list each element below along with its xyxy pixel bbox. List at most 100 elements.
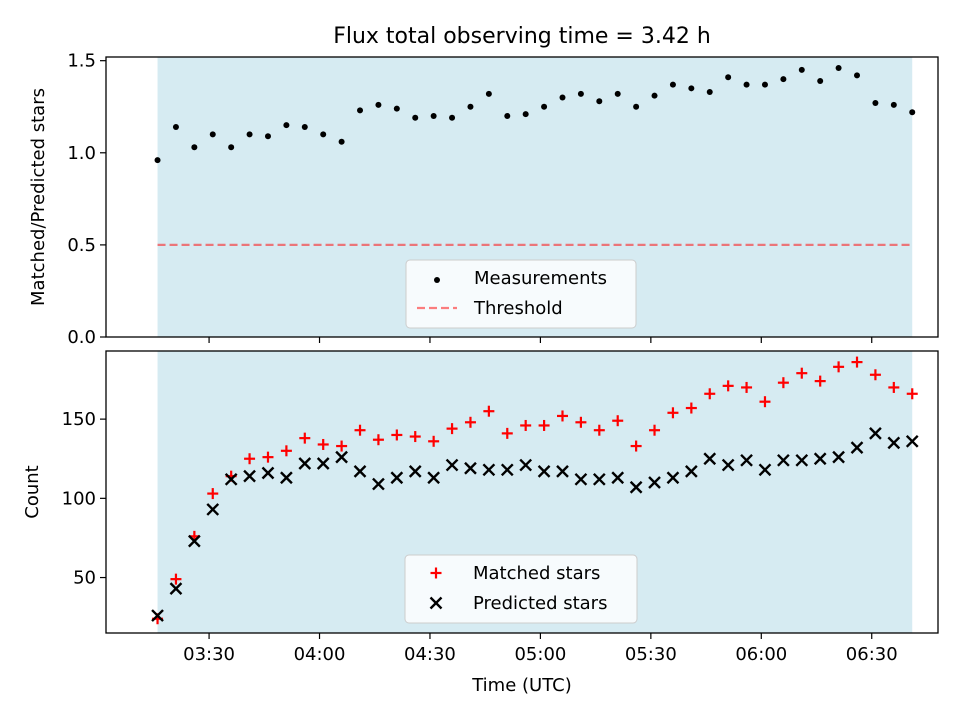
matched-star-marker	[685, 402, 697, 414]
matched-star-marker	[888, 381, 900, 393]
predicted-star-marker	[592, 472, 606, 486]
measurement-point	[375, 101, 382, 108]
predicted-x-b	[629, 480, 643, 494]
measurement-point	[577, 90, 584, 97]
matched-star-marker	[428, 435, 440, 447]
legend-measurement-marker	[434, 277, 440, 283]
x-tick-label: 06:30	[846, 644, 898, 665]
predicted-star-marker	[353, 465, 367, 478]
predicted-star-marker	[556, 465, 569, 478]
measurement-point	[633, 103, 640, 110]
measurement-point	[191, 144, 198, 151]
predicted-x-b	[887, 436, 901, 450]
predicted-x-b	[464, 461, 477, 475]
measurement-point	[651, 92, 658, 99]
legend-box	[405, 259, 637, 329]
matched-star-marker	[262, 451, 274, 463]
predicted-star-marker	[464, 461, 477, 475]
predicted-x-b	[850, 441, 864, 454]
predicted-star-marker	[298, 457, 312, 470]
measurement-point	[357, 107, 364, 114]
predicted-star-marker	[169, 582, 183, 595]
predicted-star-marker	[261, 466, 275, 480]
measurement-point	[522, 111, 529, 118]
predicted-star-marker	[850, 441, 864, 454]
measurement-point	[172, 124, 179, 130]
predicted-x-b	[648, 476, 661, 489]
predicted-x-b	[740, 453, 753, 467]
matched-star-marker	[391, 429, 403, 441]
matched-star-marker	[833, 361, 845, 373]
measurement-point	[338, 138, 345, 145]
predicted-star-marker	[611, 471, 625, 485]
predicted-star-marker	[869, 427, 882, 440]
predicted-star-marker	[188, 534, 201, 548]
predicted-star-marker	[758, 463, 772, 477]
predicted-star-marker	[777, 453, 790, 467]
measurement-point	[725, 74, 732, 81]
matched-star-marker	[851, 356, 863, 368]
predicted-star-marker	[445, 458, 459, 472]
predicted-x-b	[592, 472, 606, 486]
matched-star-marker	[170, 573, 182, 585]
matched-star-marker	[741, 381, 753, 393]
measurement-point	[430, 112, 437, 119]
predicted-x-b	[298, 457, 312, 470]
predicted-x-b	[832, 450, 845, 464]
predicted-x-b	[151, 609, 164, 622]
predicted-x-b	[243, 469, 256, 483]
predicted-x-b	[611, 471, 625, 485]
measurement-point	[614, 90, 621, 97]
y-tick-label: 0.0	[67, 327, 96, 348]
predicted-star-marker	[316, 457, 330, 470]
legend-box	[404, 554, 638, 624]
legend-entry-label: Matched stars	[473, 563, 600, 584]
matched-star-marker	[906, 388, 918, 400]
measurement-point	[301, 124, 308, 130]
measurement-point	[264, 133, 271, 140]
measurement-point	[835, 65, 842, 72]
predicted-star-marker	[206, 503, 220, 516]
measurement-point	[688, 85, 695, 92]
predicted-star-marker	[280, 471, 293, 485]
matched-star-marker	[446, 423, 458, 435]
predicted-x-b	[408, 465, 422, 478]
predicted-star-marker	[500, 463, 514, 477]
predicted-star-marker	[905, 434, 919, 448]
matched-star-marker	[630, 440, 642, 452]
bottom-panel: 03:30 04:00 04:30 05:00 05:30 06:00 06:30 50 100…	[62, 350, 939, 665]
matched-star-marker	[593, 424, 605, 436]
legend-predicted-marker-b	[429, 596, 443, 610]
matched-star-marker	[317, 438, 329, 450]
measurement-point	[890, 101, 897, 108]
predicted-star-marker	[224, 472, 238, 486]
matched-star-marker	[759, 396, 771, 408]
top-y-axis-label: Matched/Predicted stars	[28, 88, 49, 306]
predicted-x-b	[280, 471, 293, 485]
y-tick-label: 0.5	[67, 235, 96, 256]
predicted-x-b	[556, 465, 569, 478]
predicted-x-b	[813, 452, 827, 466]
matched-star-marker	[704, 388, 716, 400]
matched-star-marker	[207, 488, 219, 500]
predicted-star-marker	[887, 436, 901, 450]
predicted-star-marker	[648, 476, 661, 489]
predicted-x-b	[482, 463, 496, 477]
predicted-x-b	[905, 434, 919, 448]
matched-star-marker	[483, 405, 495, 417]
predicted-star-marker	[832, 450, 845, 464]
matched-star-marker	[372, 434, 384, 446]
predicted-x-b	[372, 477, 385, 491]
predicted-x-b	[206, 503, 220, 516]
measurement-point	[467, 103, 474, 110]
predicted-star-marker	[151, 609, 164, 622]
legend-entry-label: Threshold	[473, 298, 563, 319]
predicted-star-marker	[684, 465, 698, 478]
matched-star-marker	[796, 367, 808, 379]
matched-star-marker	[299, 432, 311, 444]
predicted-star-marker	[408, 465, 422, 478]
measurement-point	[320, 131, 327, 138]
y-tick-label: 1.5	[67, 51, 96, 72]
predicted-star-marker	[390, 471, 404, 485]
predicted-star-marker	[427, 471, 440, 485]
